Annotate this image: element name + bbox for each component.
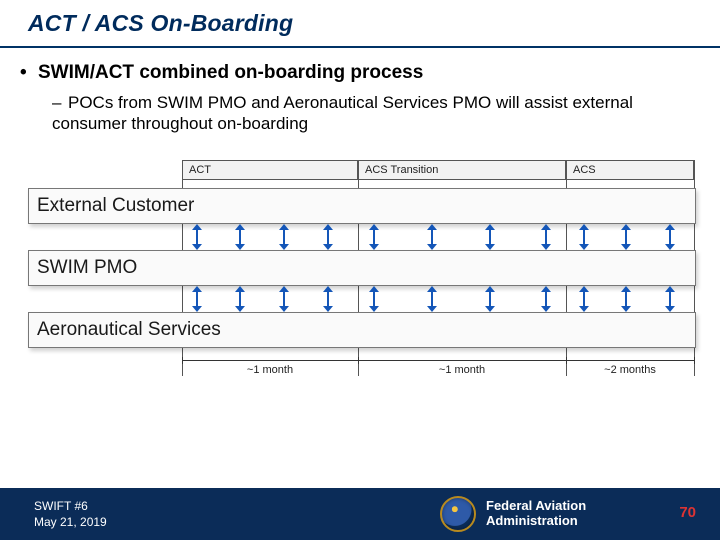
phase-header: ACS [566, 160, 694, 180]
footer-date: May 21, 2019 [34, 514, 107, 530]
interaction-arrow-icon [667, 286, 673, 312]
footer-agency: Federal Aviation Administration [440, 496, 586, 532]
title-divider [0, 46, 720, 48]
duration-label: ~2 months [566, 364, 694, 376]
onboarding-diagram: ACTACS TransitionACS External Customer SWI… [22, 160, 698, 390]
interaction-arrow-icon [237, 286, 243, 312]
duration-label: ~1 month [182, 364, 358, 376]
bullet-level2-text: POCs from SWIM PMO and Aeronautical Serv… [52, 93, 633, 133]
phase-header: ACT [182, 160, 358, 180]
swimlane: SWIM PMO [28, 250, 696, 286]
swimlane: Aeronautical Services [28, 312, 696, 348]
interaction-arrow-icon [429, 286, 435, 312]
duration-tick [358, 357, 359, 364]
interaction-arrow-icon [237, 224, 243, 250]
page-number: 70 [679, 504, 696, 521]
duration-tick [694, 357, 695, 364]
duration-label: ~1 month [358, 364, 566, 376]
bullet-marker: – [52, 92, 68, 113]
agency-line2: Administration [486, 514, 586, 529]
interaction-arrow-icon [667, 224, 673, 250]
duration-tick [182, 357, 183, 364]
interaction-arrow-icon [281, 286, 287, 312]
agency-name: Federal Aviation Administration [486, 499, 586, 529]
slide-title: ACT / ACS On-Boarding [28, 10, 293, 37]
bullet-level2: –POCs from SWIM PMO and Aeronautical Ser… [52, 92, 690, 135]
duration-bracket [358, 360, 566, 361]
interaction-arrow-icon [325, 286, 331, 312]
interaction-arrow-icon [325, 224, 331, 250]
interaction-arrow-icon [429, 224, 435, 250]
interaction-arrow-icon [194, 224, 200, 250]
duration-tick [566, 357, 567, 364]
bullet-level1: •SWIM/ACT combined on-boarding process [20, 62, 423, 84]
agency-line1: Federal Aviation [486, 499, 586, 514]
interaction-arrow-icon [371, 224, 377, 250]
interaction-arrow-icon [623, 286, 629, 312]
slide: ACT / ACS On-Boarding •SWIM/ACT combined… [0, 0, 720, 540]
phase-header: ACS Transition [358, 160, 566, 180]
slide-footer: SWIFT #6 May 21, 2019 Federal Aviation A… [0, 488, 720, 540]
interaction-arrow-icon [543, 286, 549, 312]
footer-meta: SWIFT #6 May 21, 2019 [34, 498, 107, 530]
duration-bracket [566, 360, 694, 361]
interaction-arrow-icon [623, 224, 629, 250]
swimlane: External Customer [28, 188, 696, 224]
interaction-arrow-icon [581, 286, 587, 312]
interaction-arrow-icon [194, 286, 200, 312]
interaction-arrow-icon [487, 286, 493, 312]
duration-bracket [182, 360, 358, 361]
bullet-level1-text: SWIM/ACT combined on-boarding process [38, 62, 423, 83]
faa-seal-icon [440, 496, 476, 532]
interaction-arrow-icon [543, 224, 549, 250]
interaction-arrow-icon [281, 224, 287, 250]
interaction-arrow-icon [581, 224, 587, 250]
bullet-marker: • [20, 62, 38, 84]
interaction-arrow-icon [487, 224, 493, 250]
footer-event: SWIFT #6 [34, 498, 107, 514]
interaction-arrow-icon [371, 286, 377, 312]
